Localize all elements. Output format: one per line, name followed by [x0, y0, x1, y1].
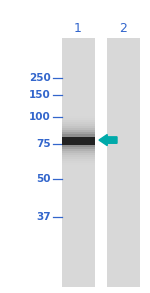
Text: 100: 100 — [29, 112, 51, 122]
Bar — [61, 38, 94, 287]
FancyArrow shape — [99, 134, 117, 146]
Bar — [61, 122, 94, 159]
Bar — [61, 130, 94, 151]
Text: 150: 150 — [29, 90, 51, 100]
Text: 37: 37 — [36, 212, 51, 222]
Bar — [61, 134, 94, 147]
Bar — [61, 118, 94, 163]
Text: 50: 50 — [36, 174, 51, 184]
Text: 250: 250 — [29, 73, 51, 83]
Bar — [61, 116, 94, 165]
Bar — [61, 132, 94, 149]
Bar — [61, 137, 94, 145]
Text: 75: 75 — [36, 139, 51, 149]
Text: 1: 1 — [74, 22, 82, 35]
Bar — [61, 120, 94, 161]
Bar — [61, 124, 94, 157]
Bar — [61, 128, 94, 153]
Bar — [61, 126, 94, 155]
Bar — [106, 38, 140, 287]
Text: 2: 2 — [119, 22, 127, 35]
